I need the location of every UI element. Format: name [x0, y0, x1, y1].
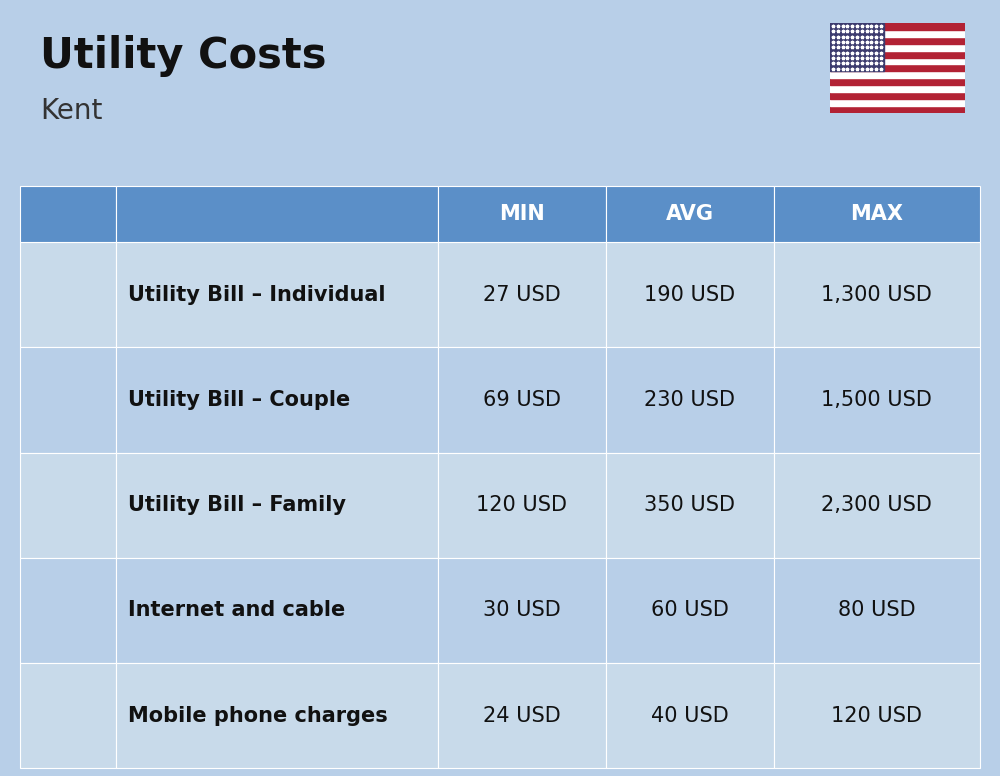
Text: 27 USD: 27 USD — [483, 285, 560, 305]
Text: 30 USD: 30 USD — [483, 601, 560, 620]
FancyBboxPatch shape — [57, 674, 79, 680]
Bar — [830, 44, 965, 50]
Text: Utility Bill – Couple: Utility Bill – Couple — [128, 390, 350, 410]
Text: Mobile phone charges: Mobile phone charges — [128, 705, 388, 726]
Bar — [830, 106, 965, 113]
Bar — [46, 528, 49, 540]
Text: 230 USD: 230 USD — [644, 390, 735, 410]
Text: 60 USD: 60 USD — [651, 601, 729, 620]
FancyBboxPatch shape — [77, 516, 108, 551]
FancyBboxPatch shape — [49, 356, 87, 397]
Text: Utility Costs: Utility Costs — [40, 35, 326, 77]
FancyBboxPatch shape — [59, 722, 68, 733]
Circle shape — [65, 478, 71, 486]
Circle shape — [59, 262, 77, 281]
FancyBboxPatch shape — [48, 722, 58, 733]
Text: 24 USD: 24 USD — [483, 705, 560, 726]
Text: MIN: MIN — [499, 204, 544, 224]
FancyBboxPatch shape — [61, 505, 75, 520]
FancyBboxPatch shape — [59, 696, 68, 707]
FancyBboxPatch shape — [77, 306, 108, 341]
Circle shape — [59, 367, 77, 386]
FancyBboxPatch shape — [61, 295, 75, 310]
Text: 190 USD: 190 USD — [644, 285, 735, 305]
FancyBboxPatch shape — [35, 612, 101, 638]
Bar — [48, 688, 88, 745]
Text: AVG: AVG — [666, 204, 714, 224]
Bar — [830, 23, 965, 30]
FancyBboxPatch shape — [79, 708, 89, 719]
Text: 2,300 USD: 2,300 USD — [821, 495, 932, 515]
FancyBboxPatch shape — [61, 400, 75, 414]
FancyBboxPatch shape — [77, 411, 108, 445]
Bar — [37, 434, 52, 439]
Text: 120 USD: 120 USD — [831, 705, 922, 726]
Circle shape — [62, 288, 74, 302]
Bar — [46, 318, 49, 330]
Text: MAX: MAX — [850, 204, 903, 224]
FancyBboxPatch shape — [28, 516, 59, 551]
Text: Utility Bill – Individual: Utility Bill – Individual — [128, 285, 386, 305]
Bar — [830, 71, 965, 78]
Bar — [46, 424, 49, 435]
Circle shape — [65, 372, 71, 380]
Text: 1,300 USD: 1,300 USD — [821, 285, 932, 305]
FancyBboxPatch shape — [49, 461, 87, 502]
Bar — [40, 318, 43, 330]
Bar — [40, 424, 43, 435]
FancyBboxPatch shape — [28, 306, 59, 341]
Text: 69 USD: 69 USD — [483, 390, 561, 410]
FancyBboxPatch shape — [48, 708, 58, 719]
Bar — [830, 99, 965, 106]
Circle shape — [62, 393, 74, 407]
Text: 350 USD: 350 USD — [644, 495, 735, 515]
FancyBboxPatch shape — [69, 696, 78, 707]
Text: Kent: Kent — [40, 97, 102, 125]
Bar — [40, 528, 43, 540]
Bar — [37, 539, 52, 544]
Bar — [37, 329, 52, 334]
Circle shape — [65, 268, 71, 275]
Circle shape — [62, 498, 74, 512]
Bar — [830, 85, 965, 92]
Text: 40 USD: 40 USD — [651, 705, 728, 726]
FancyBboxPatch shape — [28, 411, 59, 445]
Bar — [830, 64, 965, 71]
Bar — [830, 50, 965, 57]
FancyBboxPatch shape — [49, 251, 87, 292]
Bar — [830, 92, 965, 99]
Text: Utility Bill – Family: Utility Bill – Family — [128, 495, 346, 515]
Text: Internet and cable: Internet and cable — [128, 601, 345, 620]
FancyBboxPatch shape — [59, 708, 68, 719]
Bar — [830, 23, 884, 71]
FancyBboxPatch shape — [40, 668, 96, 764]
Text: 80 USD: 80 USD — [838, 601, 916, 620]
Bar — [830, 57, 965, 64]
Circle shape — [59, 472, 77, 491]
FancyBboxPatch shape — [69, 708, 78, 719]
Bar — [830, 37, 965, 44]
Bar — [830, 30, 965, 37]
FancyBboxPatch shape — [48, 696, 58, 707]
Circle shape — [65, 617, 71, 623]
FancyBboxPatch shape — [79, 696, 89, 707]
Text: 1,500 USD: 1,500 USD — [821, 390, 932, 410]
Circle shape — [87, 622, 92, 628]
Text: 120 USD: 120 USD — [476, 495, 567, 515]
Circle shape — [64, 747, 72, 757]
Bar — [830, 78, 965, 85]
